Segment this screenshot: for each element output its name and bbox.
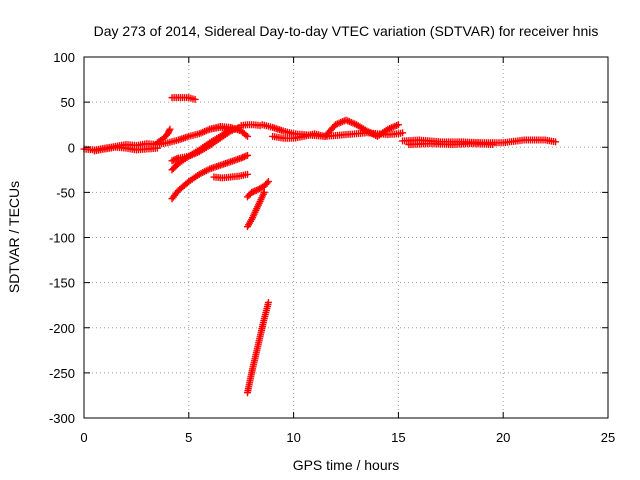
- y-tick-label: -50: [56, 185, 75, 200]
- data-series: [269, 116, 402, 142]
- data-point: [243, 170, 251, 178]
- data-series: [153, 125, 174, 147]
- y-tick-label: 0: [68, 140, 75, 155]
- data-point: [243, 151, 251, 159]
- data-series: [243, 178, 272, 201]
- x-tick-label: 5: [185, 430, 192, 445]
- data-points: [80, 94, 560, 397]
- data-point: [394, 121, 402, 129]
- data-point: [263, 179, 271, 187]
- y-tick-label: -150: [49, 276, 75, 291]
- y-tick-label: -300: [49, 411, 75, 426]
- data-series: [168, 94, 199, 103]
- data-point: [264, 178, 272, 186]
- data-point: [264, 298, 272, 306]
- data-point: [489, 141, 497, 149]
- y-tick-label: 50: [61, 95, 75, 110]
- data-series: [237, 121, 264, 130]
- data-series: [210, 170, 251, 182]
- data-point: [166, 125, 174, 133]
- data-point: [242, 131, 250, 139]
- data-series: [206, 122, 251, 140]
- y-tick-label: 100: [53, 50, 75, 65]
- chart-title: Day 273 of 2014, Sidereal Day-to-day VTE…: [94, 23, 599, 39]
- plot-frame: [83, 56, 609, 419]
- data-series: [168, 151, 251, 203]
- y-tick-label: -200: [49, 321, 75, 336]
- y-tick-label: -250: [49, 366, 75, 381]
- data-series: [243, 298, 272, 397]
- x-tick-label: 10: [286, 430, 300, 445]
- x-tick-label: 0: [80, 430, 87, 445]
- ticks: 0 5 10 15 20 25 100 50 0 -50 -100 -150 -200 -250 -300: [49, 50, 615, 445]
- x-tick-label: 25: [601, 430, 615, 445]
- data-point: [191, 95, 199, 103]
- data-point: [243, 132, 251, 140]
- y-axis-label: SDTVAR / TECUs: [6, 181, 22, 293]
- grid: [84, 57, 608, 418]
- data-series: [243, 188, 268, 231]
- data-point: [399, 129, 407, 137]
- y-tick-label: -100: [49, 231, 75, 246]
- x-tick-label: 15: [391, 430, 405, 445]
- data-series: [90, 143, 161, 155]
- data-point: [260, 188, 268, 196]
- data-point: [552, 138, 560, 146]
- x-axis-label: GPS time / hours: [293, 457, 400, 473]
- data-series: [405, 140, 497, 149]
- x-tick-label: 20: [496, 430, 510, 445]
